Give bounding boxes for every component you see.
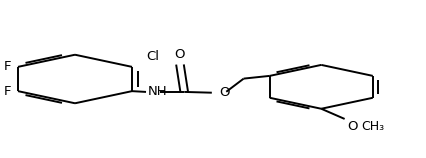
Text: O: O xyxy=(175,48,185,61)
Text: F: F xyxy=(4,60,12,73)
Text: F: F xyxy=(4,85,12,98)
Text: Cl: Cl xyxy=(146,50,159,63)
Text: O: O xyxy=(219,86,230,99)
Text: NH: NH xyxy=(148,85,168,98)
Text: O: O xyxy=(347,120,357,133)
Text: CH₃: CH₃ xyxy=(361,120,384,133)
